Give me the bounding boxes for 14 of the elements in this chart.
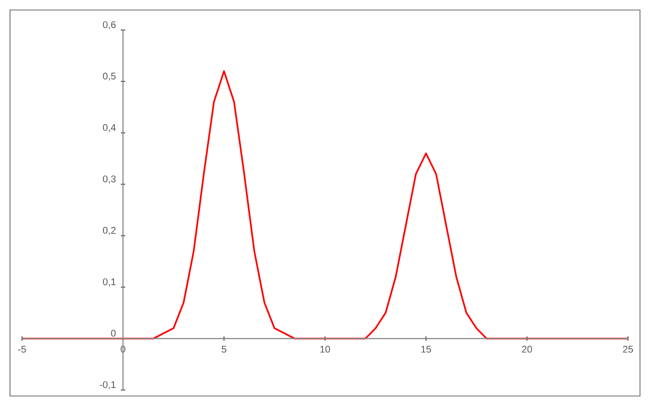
y-tick-label: 0,2 <box>102 226 116 235</box>
x-tick-label: 15 <box>421 346 431 353</box>
x-tick-label: 20 <box>522 346 532 353</box>
y-tick-label: 0,1 <box>102 278 116 286</box>
y-tick-label: 0,5 <box>102 72 116 81</box>
y-tick-label: 0,3 <box>102 175 116 184</box>
y-tick-label: 0,4 <box>102 124 116 132</box>
x-tick-label: 25 <box>623 346 633 353</box>
y-tick-label: 0 <box>111 330 116 337</box>
y-tick-label: -0,1 <box>100 381 116 390</box>
y-tick-label: 0,6 <box>102 21 116 30</box>
x-tick-label: 5 <box>222 346 226 353</box>
x-tick-label: 10 <box>320 346 330 353</box>
x-tick-label: -5 <box>18 346 26 353</box>
